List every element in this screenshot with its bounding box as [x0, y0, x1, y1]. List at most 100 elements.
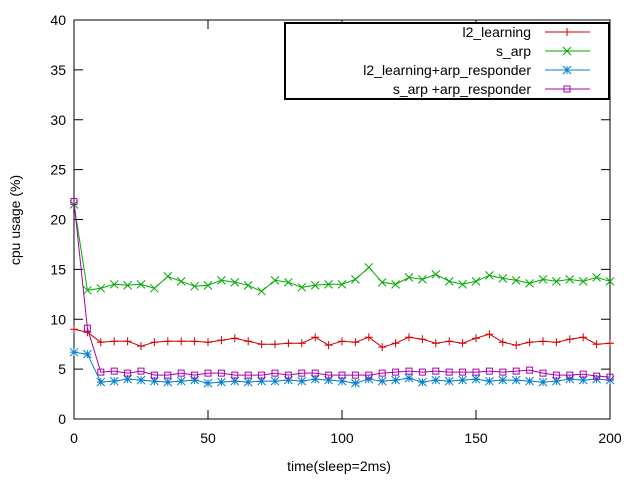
data-point: [432, 367, 440, 375]
data-point: [137, 342, 145, 351]
data-point: [593, 372, 601, 380]
legend-box: [284, 22, 610, 100]
data-point: [177, 369, 185, 377]
data-point: [472, 368, 480, 376]
data-point: [230, 277, 240, 287]
data-point: [485, 367, 493, 375]
data-point: [109, 279, 119, 289]
data-point: [324, 341, 333, 350]
data-point: [565, 335, 574, 344]
data-point: [565, 274, 575, 284]
data-point: [405, 367, 413, 375]
data-point: [176, 376, 186, 386]
data-point: [230, 334, 239, 343]
series-1: [70, 325, 614, 352]
data-point: [96, 338, 105, 347]
data-point: [217, 275, 226, 285]
data-point: [190, 337, 199, 346]
data-point: [244, 337, 253, 346]
data-point: [271, 369, 279, 377]
data-point: [258, 371, 266, 379]
data-point: [485, 376, 494, 386]
data-point: [606, 373, 614, 381]
data-point: [163, 272, 173, 281]
legend: l2_learning s_arp l2_learning+arp_responde…: [284, 22, 610, 100]
data-point: [525, 278, 534, 288]
legend-label: l2_learning: [463, 24, 532, 40]
data-point: [444, 276, 454, 286]
legend-label: s_arp +arp_responder: [393, 81, 531, 97]
data-point: [552, 376, 561, 386]
y-tick-label: 20: [50, 212, 66, 228]
data-point: [338, 371, 346, 379]
y-tick-label: 25: [50, 162, 66, 178]
series-line: [73, 204, 611, 292]
data-point: [150, 376, 159, 386]
data-point: [231, 371, 239, 379]
data-point: [243, 377, 253, 387]
data-point: [365, 371, 373, 379]
series-4: [70, 198, 614, 381]
data-point: [552, 338, 561, 347]
data-point: [109, 376, 119, 386]
data-point: [136, 279, 146, 289]
data-point: [499, 368, 507, 376]
data-point: [351, 338, 360, 347]
data-point: [511, 375, 521, 385]
data-point: [404, 373, 414, 383]
data-point: [257, 376, 266, 386]
data-point: [364, 263, 374, 272]
data-point: [110, 337, 119, 346]
data-point: [525, 338, 534, 347]
x-tick-label: 150: [464, 430, 488, 446]
data-point: [391, 339, 400, 348]
data-point: [418, 377, 427, 387]
data-point: [137, 367, 145, 375]
data-point: [526, 366, 534, 374]
data-point: [190, 375, 199, 385]
data-point: [284, 277, 293, 287]
data-point: [539, 369, 547, 377]
data-point: [418, 368, 426, 376]
x-tick-label: 0: [70, 430, 78, 446]
x-tick-label: 100: [330, 430, 354, 446]
data-point: [96, 377, 106, 387]
data-point: [512, 341, 521, 350]
data-point: [217, 369, 225, 377]
data-point: [270, 275, 280, 285]
series-3: [69, 347, 615, 388]
data-point: [579, 370, 587, 378]
data-point: [565, 374, 575, 384]
data-point: [230, 376, 240, 386]
data-point: [123, 374, 132, 384]
data-point: [83, 285, 92, 295]
y-axis-label: cpu usage (%): [7, 175, 23, 265]
data-point: [297, 376, 307, 386]
axis-ticks: 0 5 10 15 20 25 30 35 40 0 50 100 150 200: [50, 12, 621, 446]
data-point: [391, 279, 400, 289]
data-point: [605, 276, 615, 286]
data-point: [150, 371, 158, 379]
data-point: [150, 283, 159, 293]
data-point: [471, 276, 481, 286]
legend-marker: [563, 85, 571, 93]
data-point: [284, 371, 292, 379]
data-point: [431, 375, 441, 385]
data-point: [337, 376, 347, 386]
data-point: [377, 376, 387, 386]
data-point: [351, 274, 360, 284]
data-point: [404, 273, 414, 282]
data-point: [96, 283, 106, 293]
data-point: [458, 375, 467, 385]
data-point: [431, 339, 440, 348]
legend-label: s_arp: [496, 43, 531, 59]
series-layer: [69, 198, 615, 388]
x-tick-label: 200: [598, 430, 622, 446]
y-tick-label: 15: [50, 261, 66, 277]
data-point: [297, 282, 307, 292]
data-point: [377, 277, 387, 287]
data-point: [123, 337, 132, 346]
data-point: [204, 369, 212, 377]
legend-marker: [562, 65, 572, 75]
data-point: [485, 330, 494, 339]
